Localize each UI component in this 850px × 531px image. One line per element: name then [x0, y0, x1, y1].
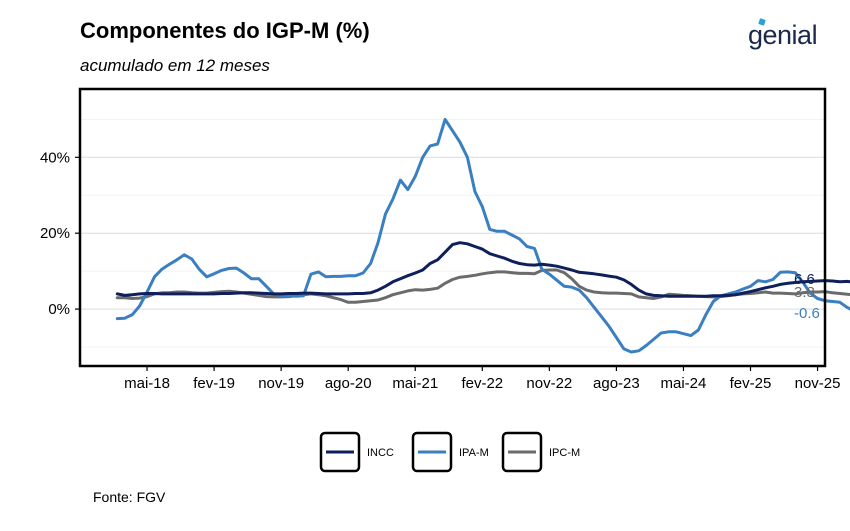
x-tick-label: fev-25 [730, 375, 772, 392]
x-tick-label: nov-22 [526, 375, 572, 392]
y-tick-label: 40% [40, 149, 70, 166]
x-tick-label: fev-22 [461, 375, 503, 392]
end-label-ipcm: 3.8 [794, 284, 815, 301]
x-tick-label: nov-25 [795, 375, 841, 392]
legend: INCC IPA-M IPC-M [319, 431, 580, 473]
brand-logo: genial [748, 20, 818, 50]
axes: 0% 20% 40% mai-18 fev-19 nov-19 ago-20 mai-21 fe… [40, 149, 841, 392]
x-tick-label: mai-24 [661, 375, 707, 392]
legend-label: IPA-M [459, 447, 489, 459]
y-tick-label: 0% [48, 301, 70, 318]
series-line-ipcm [115, 268, 850, 304]
x-tick-label: ago-23 [593, 375, 640, 392]
x-tick-label: fev-19 [193, 375, 235, 392]
x-tick-label: mai-18 [124, 375, 170, 392]
chart-subtitle: acumulado em 12 meses [80, 56, 270, 75]
plot-panel-border [78, 87, 827, 368]
x-tick-label: mai-21 [392, 375, 438, 392]
grid-lines [80, 118, 825, 348]
chart-title: Componentes do IGP-M (%) [80, 18, 370, 43]
legend-label: IPC-M [549, 447, 580, 459]
end-label-incc: 6.6 [794, 271, 815, 288]
end-label-ipam: -0.6 [794, 305, 820, 322]
series-line-ipam [115, 117, 850, 354]
source-caption: Fonte: FGV [93, 489, 166, 505]
series-line-incc [115, 241, 850, 298]
x-tick-label: ago-20 [325, 375, 372, 392]
x-tick-label: nov-19 [258, 375, 304, 392]
legend-label: INCC [367, 447, 394, 459]
series-lines [115, 117, 850, 354]
y-tick-label: 20% [40, 225, 70, 242]
end-labels: 3.86.6 -0.6 [794, 271, 820, 322]
